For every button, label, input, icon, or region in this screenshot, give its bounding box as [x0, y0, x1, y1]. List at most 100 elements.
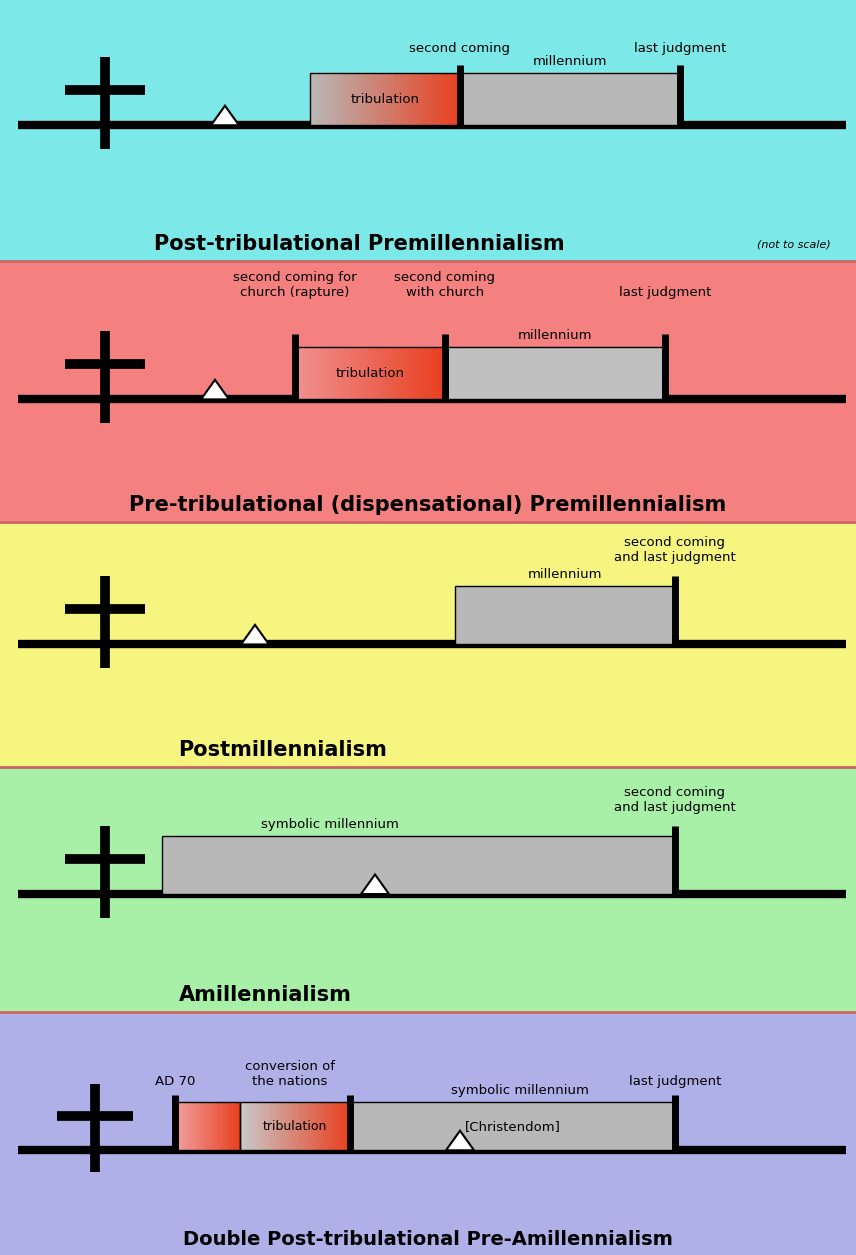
Bar [310, 348, 312, 399]
Bar [450, 73, 453, 126]
Bar [441, 73, 443, 126]
Bar [389, 73, 391, 126]
Bar [200, 1102, 201, 1151]
Bar [297, 1102, 299, 1151]
Bar [372, 348, 374, 399]
Bar [306, 348, 308, 399]
Bar [207, 1102, 209, 1151]
Bar [230, 1102, 232, 1151]
Text: millennium: millennium [518, 329, 592, 343]
Bar [460, 73, 680, 126]
Bar [362, 348, 365, 399]
Bar [409, 348, 412, 399]
Bar [441, 348, 443, 399]
Bar [443, 73, 445, 126]
Bar [346, 73, 348, 126]
Text: second coming
and last judgment: second coming and last judgment [614, 786, 736, 814]
Bar [291, 1102, 294, 1151]
Bar [336, 73, 338, 126]
Bar [185, 1102, 186, 1151]
Bar [293, 1102, 295, 1151]
Bar [223, 1102, 224, 1151]
Bar [354, 73, 355, 126]
Bar [377, 348, 380, 399]
Bar [340, 73, 342, 126]
Bar [175, 1102, 240, 1151]
Bar [321, 1102, 323, 1151]
Text: second coming for
church (rapture): second coming for church (rapture) [233, 271, 357, 300]
Text: symbolic millennium: symbolic millennium [451, 1084, 589, 1097]
Bar [312, 73, 314, 126]
Bar [434, 348, 436, 399]
Bar [420, 73, 423, 126]
Bar [331, 1102, 334, 1151]
Bar [284, 1102, 286, 1151]
Bar [337, 1102, 339, 1151]
Text: second coming
and last judgment: second coming and last judgment [614, 536, 736, 565]
Bar [439, 348, 442, 399]
Bar [360, 73, 363, 126]
Bar [0, 1012, 856, 1255]
Bar [342, 1102, 345, 1151]
Bar [221, 1102, 222, 1151]
Bar [425, 348, 426, 399]
Bar [348, 73, 349, 126]
Bar [396, 73, 398, 126]
Bar [387, 73, 389, 126]
Bar [419, 73, 421, 126]
Text: AD 70: AD 70 [155, 1076, 195, 1088]
Bar [449, 73, 451, 126]
Bar [360, 348, 363, 399]
Bar [430, 348, 432, 399]
Bar [255, 1102, 257, 1151]
Text: symbolic millennium: symbolic millennium [261, 818, 399, 831]
Bar [330, 1102, 332, 1151]
Text: last judgment: last judgment [619, 286, 711, 300]
Bar [319, 348, 322, 399]
Text: conversion of
the nations: conversion of the nations [245, 1060, 335, 1088]
Bar [325, 73, 327, 126]
Text: tribulation: tribulation [336, 366, 405, 380]
Bar [381, 73, 383, 126]
Bar [218, 1102, 220, 1151]
Bar [225, 1102, 226, 1151]
Bar [314, 348, 316, 399]
Bar [455, 73, 456, 126]
Bar [376, 73, 377, 126]
Bar [310, 1102, 312, 1151]
Bar [276, 1102, 279, 1151]
Bar [407, 73, 410, 126]
Bar [273, 1102, 275, 1151]
Bar [326, 1102, 329, 1151]
Bar [297, 348, 299, 399]
Bar [295, 348, 445, 399]
Bar [379, 73, 382, 126]
Bar [432, 73, 434, 126]
Bar [188, 1102, 189, 1151]
Bar [434, 73, 436, 126]
Bar [242, 1102, 244, 1151]
Bar [350, 1102, 675, 1151]
Bar [317, 1102, 319, 1151]
Text: Amillennialism: Amillennialism [179, 984, 352, 1004]
Bar [324, 1102, 326, 1151]
Bar [395, 73, 396, 126]
Bar [295, 348, 297, 399]
Bar [0, 522, 856, 767]
Bar [355, 73, 357, 126]
Bar [302, 348, 305, 399]
Bar [213, 1102, 214, 1151]
Bar [257, 1102, 259, 1151]
Bar [180, 1102, 181, 1151]
Bar [445, 348, 665, 399]
Bar [265, 1102, 268, 1151]
Bar [0, 0, 856, 261]
Bar [330, 73, 333, 126]
Bar [395, 348, 396, 399]
Bar [351, 73, 354, 126]
Bar [182, 1102, 184, 1151]
Bar [193, 1102, 195, 1151]
Bar [217, 1102, 218, 1151]
Text: last judgment: last judgment [629, 1076, 722, 1088]
Bar [432, 348, 434, 399]
